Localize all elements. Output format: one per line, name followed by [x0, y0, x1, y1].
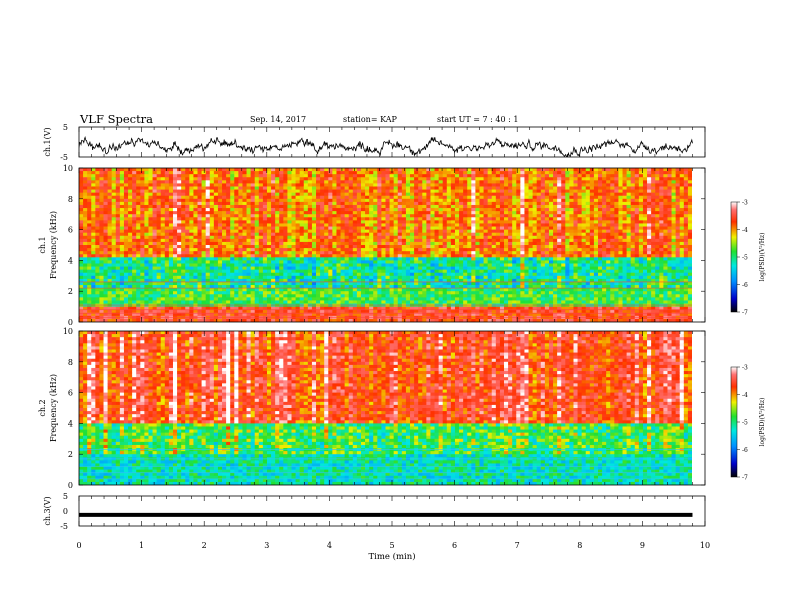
- spectrogram-ytick-label: 8: [68, 358, 73, 367]
- colorbar-tick-label: -5: [742, 255, 748, 262]
- figure-title: VLF Spectra: [79, 112, 153, 126]
- figure-station: station= KAP: [343, 115, 398, 124]
- ch1-spectrogram-panel: 0 2 4 6 8 10 ch.1 Frequency (kHz): [38, 164, 706, 327]
- ch1-waveform-xticks: [78, 127, 706, 157]
- ch2-spectrogram-yticks: 0 2 4 6 8 10: [63, 327, 705, 490]
- x-tick-label: 6: [452, 541, 457, 550]
- ch2-spectrogram-image: [79, 331, 692, 485]
- colorbar-tick-label: -5: [742, 420, 748, 427]
- ch2-spectrogram-ylabel: Frequency (kHz): [49, 374, 58, 442]
- colorbar-tick-label: -6: [742, 447, 748, 454]
- colorbar-tick-label: -4: [742, 392, 748, 399]
- colorbar-tick-label: -3: [742, 365, 748, 372]
- colorbar-tick-label: -3: [742, 200, 748, 207]
- figure-start-time: start UT = 7 : 40 : 1: [437, 115, 518, 124]
- ch1-waveform-panel: 5 -5 ch.1(V): [43, 123, 706, 162]
- ch1-waveform-ylabel: ch.1(V): [43, 127, 52, 156]
- x-tick-label: 9: [640, 541, 645, 550]
- ch1-spectrogram-channel-label: ch.1: [38, 236, 47, 253]
- ch1-spectrogram-ylabel: Frequency (kHz): [49, 211, 58, 279]
- x-tick-label: 2: [202, 541, 207, 550]
- ch3-waveform-ylabel: ch.3(V): [43, 496, 52, 525]
- ch2-spectrogram-panel: 0 2 4 6 8 10 ch.2 Frequency (kHz): [38, 327, 706, 490]
- ch2-colorbar: -3 -4 -5 -6 -7 log(PSD)(V²/Hz): [730, 365, 766, 482]
- spectrogram-ytick-label: 4: [68, 419, 73, 428]
- ch1-waveform-line: [79, 135, 693, 157]
- spectrogram-ytick-label: 4: [68, 256, 73, 265]
- spectrogram-ytick-label: 0: [68, 481, 73, 490]
- colorbar-tick-label: -6: [742, 282, 748, 289]
- x-axis-tick-labels: 0 1 2 3 4 5 6 7 8 9 10: [76, 541, 710, 550]
- x-tick-label: 1: [139, 541, 144, 550]
- spectrogram-ytick-label: 6: [68, 389, 73, 398]
- ch3-ytick-mid: 0: [63, 507, 68, 516]
- ch2-spectrogram-xticks: [78, 331, 706, 485]
- spectrogram-ytick-label: 10: [63, 164, 73, 173]
- spectrogram-ytick-label: 2: [68, 287, 73, 296]
- ch3-waveform-panel: 5 0 -5 ch.3(V): [43, 492, 706, 531]
- ch3-waveform-xticks: [78, 496, 706, 526]
- ch2-colorbar-label: log(PSD)(V²/Hz): [759, 398, 766, 447]
- ch1-colorbar: -3 -4 -5 -6 -7 log(PSD)(V²/Hz): [730, 200, 766, 317]
- ch2-colorbar-ticks: -3 -4 -5 -6 -7: [737, 365, 748, 482]
- ch3-ytick-bottom: -5: [60, 522, 68, 531]
- x-tick-label: 8: [577, 541, 582, 550]
- ch1-spectrogram-yticks: 0 2 4 6 8 10: [63, 164, 705, 327]
- x-tick-label: 4: [327, 541, 332, 550]
- spectrogram-ytick-label: 8: [68, 195, 73, 204]
- colorbar-tick-label: -7: [742, 475, 748, 482]
- x-tick-label: 10: [700, 541, 710, 550]
- ch3-ytick-top: 5: [63, 492, 68, 501]
- spectrogram-ytick-label: 10: [63, 327, 73, 336]
- ch1-ytick-bottom: -5: [60, 153, 68, 162]
- x-tick-label: 5: [389, 541, 394, 550]
- ch1-colorbar-label: log(PSD)(V²/Hz): [759, 233, 766, 282]
- colorbar-tick-label: -7: [742, 310, 748, 317]
- x-tick-label: 7: [515, 541, 520, 550]
- x-tick-label: 3: [264, 541, 269, 550]
- ch1-spectrogram-image: [79, 168, 692, 322]
- figure-date: Sep. 14, 2017: [250, 115, 306, 124]
- spectrogram-ytick-label: 6: [68, 226, 73, 235]
- spectrogram-ytick-label: 2: [68, 450, 73, 459]
- ch1-ytick-top: 5: [63, 123, 68, 132]
- spectrogram-ytick-label: 0: [68, 318, 73, 327]
- colorbar-tick-label: -4: [742, 227, 748, 234]
- ch1-colorbar-ticks: -3 -4 -5 -6 -7: [737, 200, 748, 317]
- ch1-spectrogram-xticks: [78, 168, 706, 322]
- x-tick-label: 0: [76, 541, 81, 550]
- ch2-spectrogram-channel-label: ch.2: [38, 399, 47, 416]
- x-axis-label: Time (min): [368, 551, 415, 562]
